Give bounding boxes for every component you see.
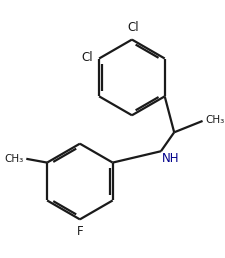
Text: Cl: Cl [81,51,92,64]
Text: F: F [76,225,83,238]
Text: Cl: Cl [126,21,138,34]
Text: NH: NH [161,152,179,165]
Text: CH₃: CH₃ [205,115,224,125]
Text: CH₃: CH₃ [4,154,23,164]
